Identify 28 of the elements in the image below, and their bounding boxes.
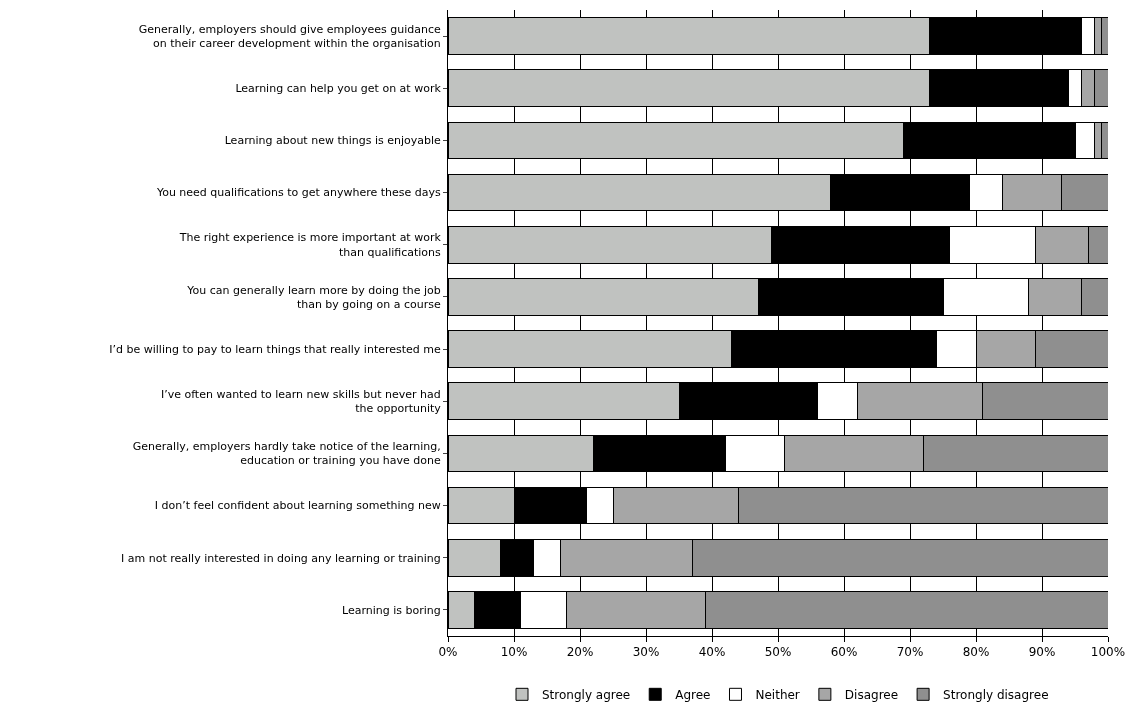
legend-label: Neither [755,688,800,702]
x-tick-label: 100% [1090,645,1126,660]
x-tick-label: 70% [896,645,924,660]
x-tick-label: 20% [566,645,594,660]
legend-label: Strongly disagree [943,688,1049,702]
y-tick-label: I am not really interested in doing any learning or training [121,551,441,565]
y-tick-label: Learning can help you get on at work [235,82,442,96]
y-tick-label: Generally, employers should give employees guidance on their career development within the organisation [138,22,442,51]
y-tick-label: The right experience is more important at work than qualifications [178,231,442,259]
x-tick-label: 40% [698,645,726,660]
y-tick-label: I don’t feel confident about learning something new [154,499,441,513]
y-tick-label: Learning about new things is enjoyable [224,134,442,148]
x-tick-label: 10% [500,645,528,660]
y-tick-label: You need qualifications to get anywhere these days [155,186,442,200]
x-tick-label: 60% [830,645,858,660]
y-tick-label: You can generally learn more by doing the job than by going on a course [186,283,442,311]
legend-label: Agree [675,688,711,702]
x-tick-label: 80% [962,645,990,660]
y-tick-label: Generally, employers hardly take notice of the learning, education or training you have done [132,440,442,468]
x-tick-label: 50% [764,645,792,660]
y-tick-label: I’d be willing to pay to learn things that really interested me [109,342,442,356]
x-tick-label: 30% [632,645,660,660]
y-tick-label: I’ve often wanted to learn new skills but never had the opportunity [160,387,442,416]
legend-label: Disagree [844,688,899,702]
x-tick-label: 0% [438,645,458,660]
x-tick-label: 90% [1028,645,1056,660]
y-tick-label: Learning is boring [342,603,441,617]
legend-label: Strongly agree [542,688,631,702]
